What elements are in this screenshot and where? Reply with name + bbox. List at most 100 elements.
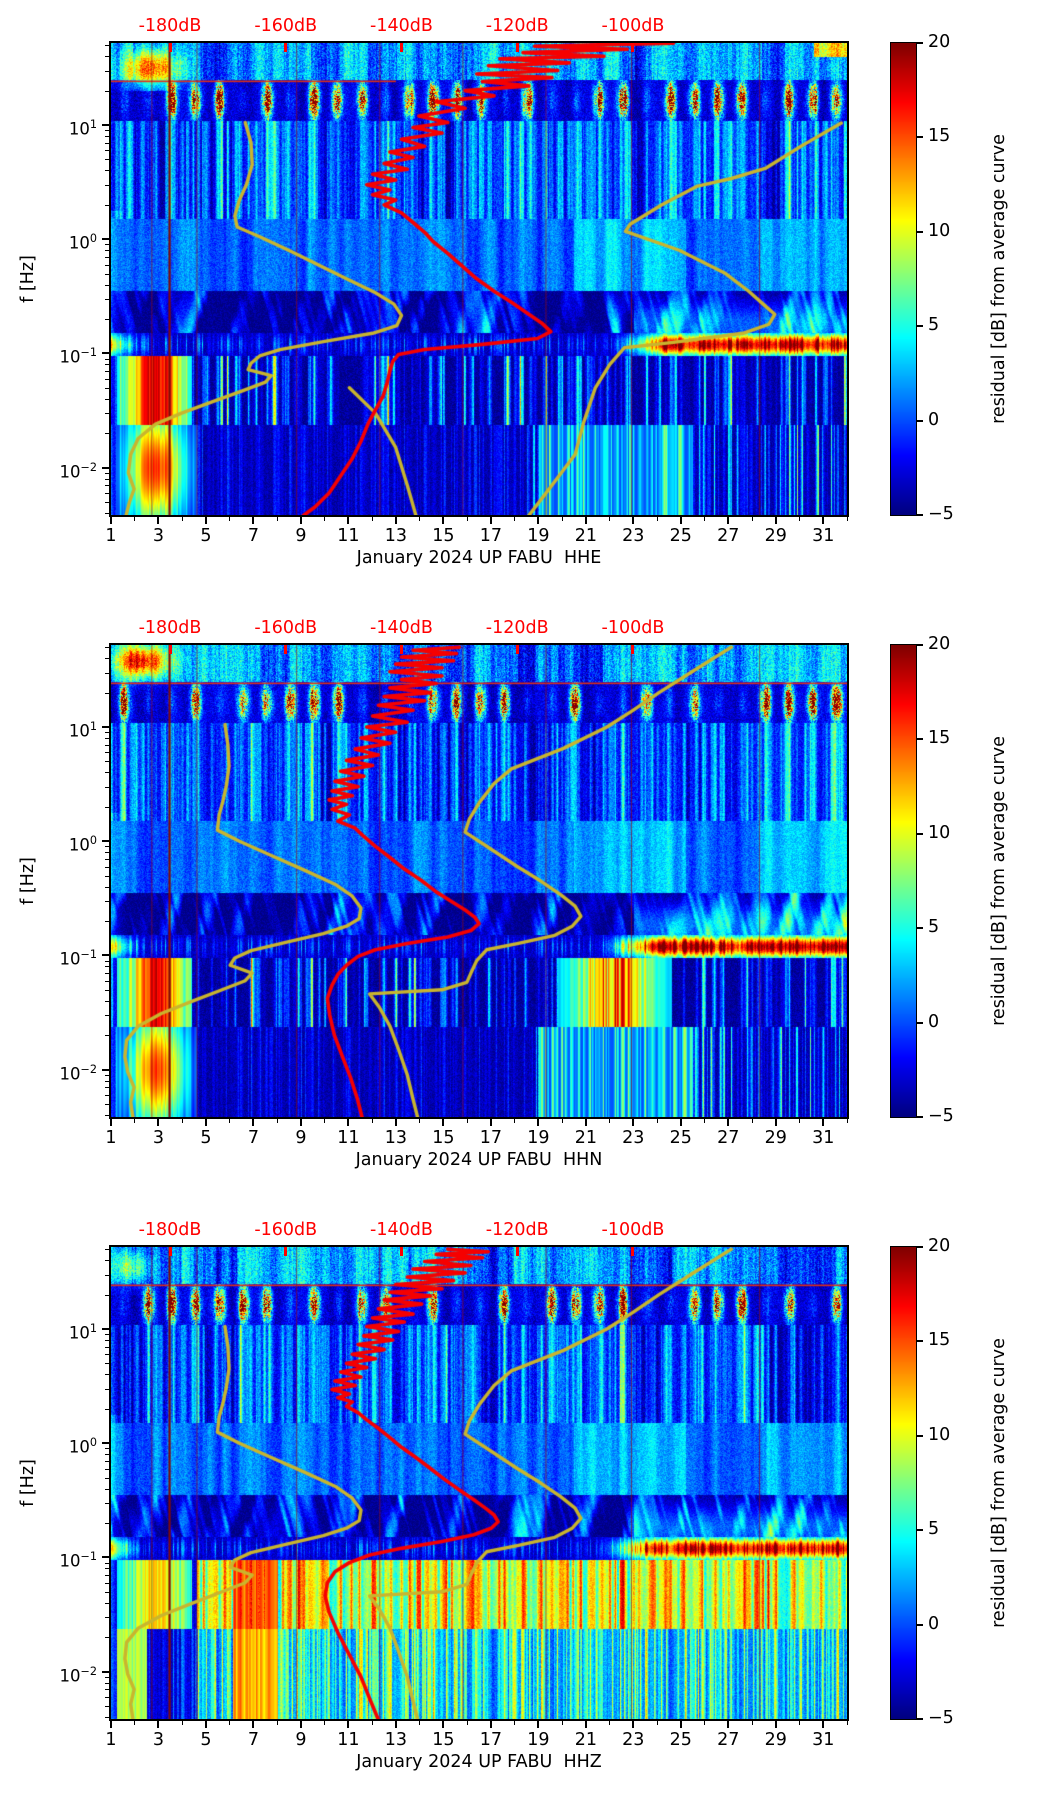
top-db-tick	[399, 43, 403, 52]
y-minor-tick	[105, 256, 109, 258]
x-tick	[822, 1119, 825, 1126]
y-minor-tick	[105, 319, 109, 321]
colorbar-tick	[917, 1434, 923, 1437]
colorbar-tick-label: 10	[928, 822, 951, 843]
x-minor-tick	[181, 1119, 183, 1123]
x-minor-tick	[656, 1721, 658, 1725]
y-minor-tick	[105, 492, 109, 494]
colorbar-tick	[917, 230, 923, 233]
y-minor-tick	[105, 56, 109, 58]
x-minor-tick	[609, 1119, 611, 1123]
top-db-tick	[399, 1247, 403, 1256]
y-minor-tick	[105, 273, 109, 275]
top-db-label: -160dB	[254, 618, 318, 638]
y-tick	[102, 352, 109, 355]
colorbar-label-text: residual [dB] from average curve	[989, 736, 1010, 1026]
y-minor-tick	[105, 298, 109, 300]
y-tick	[102, 466, 109, 469]
x-tick	[489, 1721, 492, 1728]
x-minor-tick	[561, 1119, 563, 1123]
y-minor-tick	[105, 980, 109, 982]
x-minor-tick	[181, 517, 183, 521]
x-tick-label: 5	[200, 1730, 212, 1750]
x-tick-label: 29	[764, 1128, 787, 1148]
top-db-tick	[284, 43, 288, 52]
x-tick-label: 19	[527, 526, 550, 546]
y-minor-tick	[105, 1602, 109, 1604]
x-minor-tick	[704, 1119, 706, 1123]
y-minor-tick	[105, 989, 109, 991]
x-minor-tick	[846, 1119, 848, 1123]
colorbar-tick	[917, 927, 923, 930]
y-tick	[102, 238, 109, 241]
y-minor-tick	[105, 1676, 109, 1678]
top-db-label: -100dB	[601, 618, 665, 638]
x-minor-tick	[846, 517, 848, 521]
y-minor-tick	[105, 852, 109, 854]
x-tick-label: 13	[384, 526, 408, 546]
y-minor-tick	[105, 786, 109, 788]
y-tick-label: 101	[68, 117, 97, 139]
top-db-label: -180dB	[138, 618, 202, 638]
y-minor-tick	[105, 772, 109, 774]
y-minor-tick	[105, 1637, 109, 1639]
colorbar-tick-label: 15	[928, 1330, 951, 1351]
y-tick	[102, 840, 109, 843]
y-minor-tick	[105, 658, 109, 660]
colorbar-label-hhe: residual [dB] from average curve	[980, 43, 1018, 515]
x-tick	[584, 1721, 587, 1728]
y-minor-tick	[105, 398, 109, 400]
y-minor-tick	[105, 358, 109, 360]
y-minor-tick	[105, 1000, 109, 1002]
y-minor-tick	[105, 1591, 109, 1593]
x-minor-tick	[181, 1721, 183, 1725]
x-minor-tick	[371, 517, 373, 521]
x-minor-tick	[751, 517, 753, 521]
y-tick-label: 10−1	[59, 346, 97, 367]
x-tick-label: 27	[717, 1128, 740, 1148]
x-tick	[252, 517, 255, 524]
colorbar-tick-label: 20	[928, 32, 951, 52]
y-tick	[102, 954, 109, 957]
x-minor-tick	[799, 1721, 801, 1725]
x-tick	[157, 1119, 160, 1126]
y-minor-tick	[105, 142, 109, 144]
x-minor-tick	[134, 1721, 136, 1725]
y-minor-tick	[105, 387, 109, 389]
x-minor-tick	[276, 1721, 278, 1725]
x-tick	[347, 517, 350, 524]
y-minor-tick	[105, 378, 109, 380]
x-minor-tick	[514, 1721, 516, 1725]
x-tick-label: 19	[527, 1730, 550, 1750]
x-tick	[632, 517, 635, 524]
x-tick	[632, 1721, 635, 1728]
x-tick	[537, 1721, 540, 1728]
top-db-label: -120dB	[485, 1220, 549, 1240]
y-minor-tick	[105, 485, 109, 487]
x-tick	[204, 517, 207, 524]
y-minor-tick	[105, 866, 109, 868]
x-minor-tick	[134, 517, 136, 521]
y-minor-tick	[105, 413, 109, 415]
x-tick-label: 31	[812, 526, 835, 546]
top-db-label: -160dB	[254, 16, 318, 36]
colorbar-label-text: residual [dB] from average curve	[989, 1338, 1010, 1628]
x-tick-label: 23	[622, 1730, 645, 1750]
colorbar-tick-label: 5	[928, 1519, 940, 1540]
top-db-tick	[168, 645, 172, 654]
y-tick	[102, 1442, 109, 1445]
top-db-label: -180dB	[138, 1220, 202, 1240]
colorbar-tick-label: −5	[928, 1106, 954, 1126]
panel-title-hhn: January 2024 UP FABU HHN	[355, 1150, 603, 1170]
x-tick-label: 3	[152, 526, 165, 546]
x-tick-label: 13	[384, 1730, 408, 1750]
y-minor-tick	[105, 738, 109, 740]
x-tick-label: 25	[669, 526, 692, 546]
colorbar-tick	[917, 136, 923, 139]
y-tick	[102, 725, 109, 728]
x-tick-label: 27	[717, 526, 740, 546]
x-minor-tick	[276, 1119, 278, 1123]
y-minor-tick	[105, 1617, 109, 1619]
y-minor-tick	[105, 761, 109, 763]
x-tick	[679, 517, 682, 524]
